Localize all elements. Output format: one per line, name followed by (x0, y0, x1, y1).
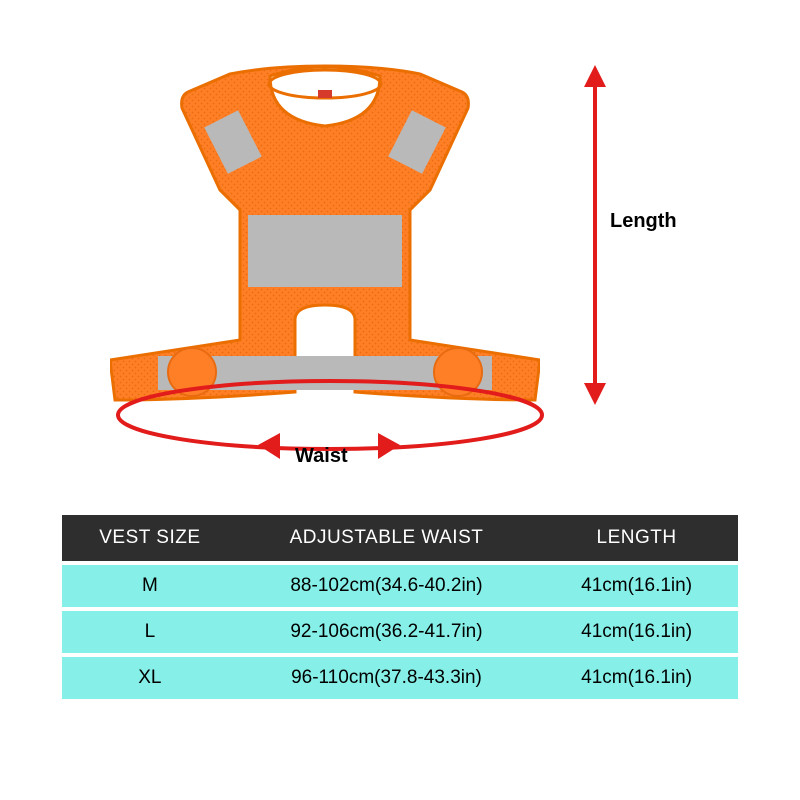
diagram-area: Length Waist (90, 50, 710, 480)
length-label: Length (610, 210, 677, 233)
table-cell: 41cm(16.1in) (535, 609, 738, 655)
table-header-row: VEST SIZE ADJUSTABLE WAIST LENGTH (62, 515, 738, 563)
table-cell: L (62, 609, 238, 655)
vest-tag (318, 90, 332, 98)
col-header-waist: ADJUSTABLE WAIST (238, 515, 535, 563)
table-cell: 88-102cm(34.6-40.2in) (238, 563, 535, 609)
vest-illustration (110, 60, 540, 420)
size-table: VEST SIZE ADJUSTABLE WAIST LENGTH M88-10… (62, 515, 738, 699)
table-row: L92-106cm(36.2-41.7in)41cm(16.1in) (62, 609, 738, 655)
col-header-size: VEST SIZE (62, 515, 238, 563)
table-cell: XL (62, 655, 238, 699)
reflective-chest (248, 215, 402, 287)
table-cell: 92-106cm(36.2-41.7in) (238, 609, 535, 655)
waist-label: Waist (295, 445, 348, 468)
table-cell: 41cm(16.1in) (535, 655, 738, 699)
table-cell: M (62, 563, 238, 609)
table-cell: 96-110cm(37.8-43.3in) (238, 655, 535, 699)
table-row: M88-102cm(34.6-40.2in)41cm(16.1in) (62, 563, 738, 609)
table-cell: 41cm(16.1in) (535, 563, 738, 609)
table-body: M88-102cm(34.6-40.2in)41cm(16.1in)L92-10… (62, 563, 738, 699)
length-arrow (580, 65, 610, 405)
col-header-length: LENGTH (535, 515, 738, 563)
table-row: XL96-110cm(37.8-43.3in)41cm(16.1in) (62, 655, 738, 699)
